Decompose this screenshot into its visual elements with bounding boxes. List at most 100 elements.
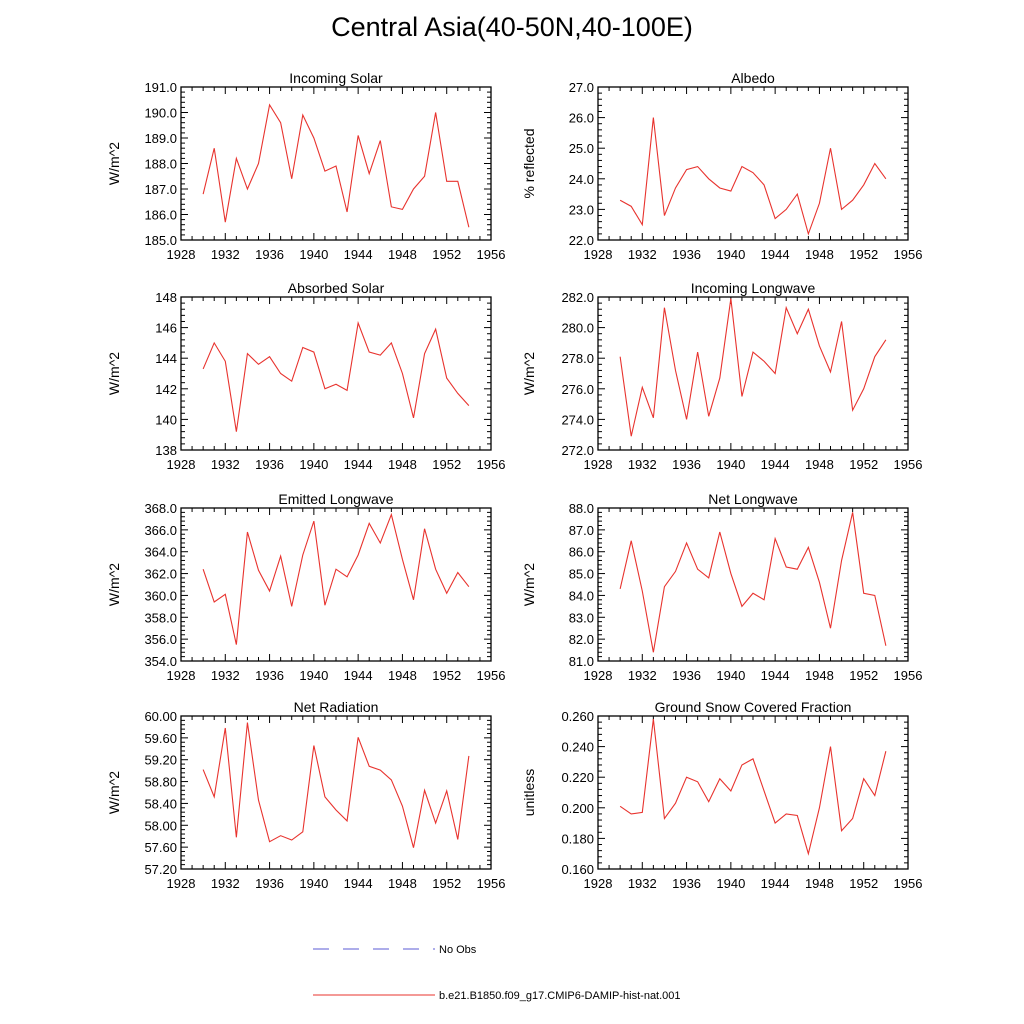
x-tick-label: 1928: [167, 668, 196, 683]
panel-title: Absorbed Solar: [288, 280, 385, 296]
y-tick-label: 87.0: [569, 523, 594, 538]
y-axis-label: unitless: [521, 769, 537, 816]
x-tick-label: 1952: [849, 668, 878, 683]
series-line-emitted-longwave-0: [202, 512, 470, 645]
y-tick-label: 278.0: [561, 351, 594, 366]
panel-ground-snow-covered-fraction: 1928 1932 1936 1940 1944 1948 1952 1956 0.160 0.1…: [521, 699, 922, 891]
y-tick-label: 85.0: [569, 567, 594, 582]
x-tick-label: 1932: [628, 668, 657, 683]
y-tick-label: 58.00: [144, 818, 177, 833]
x-tick-label: 1940: [716, 668, 745, 683]
x-tick-label: 1956: [894, 247, 923, 262]
panel-title: Albedo: [731, 70, 775, 86]
y-axis-label: % reflected: [521, 128, 537, 198]
x-tick-label: 1956: [477, 876, 506, 891]
y-tick-label: 140: [155, 412, 177, 427]
x-tick-label: 1944: [761, 457, 790, 472]
y-tick-label: 88.0: [569, 501, 594, 516]
y-tick-label: 59.60: [144, 731, 177, 746]
y-axis-label: W/m^2: [106, 352, 122, 395]
x-tick-label: 1940: [299, 247, 328, 262]
panel-title: Net Longwave: [708, 491, 798, 507]
y-tick-label: 0.200: [561, 801, 594, 816]
x-tick-label: 1928: [584, 876, 613, 891]
x-tick-label: 1936: [672, 457, 701, 472]
y-tick-label: 274.0: [561, 412, 594, 427]
y-tick-label: 368.0: [144, 501, 177, 516]
y-axis-label: W/m^2: [106, 563, 122, 606]
x-tick-label: 1944: [344, 457, 373, 472]
y-tick-label: 83.0: [569, 610, 594, 625]
x-tick-label: 1936: [255, 457, 284, 472]
y-tick-label: 146: [155, 321, 177, 336]
x-tick-label: 1928: [584, 457, 613, 472]
x-tick-label: 1928: [584, 668, 613, 683]
y-tick-label: 190.0: [144, 106, 177, 121]
y-tick-label: 360.0: [144, 588, 177, 603]
y-tick-label: 57.60: [144, 840, 177, 855]
plot-frame: [597, 86, 909, 241]
y-tick-label: 0.220: [561, 770, 594, 785]
y-tick-label: 356.0: [144, 632, 177, 647]
x-tick-label: 1928: [167, 457, 196, 472]
y-tick-label: 187.0: [144, 182, 177, 197]
plot-frame: [597, 507, 909, 662]
panel-grid: 1928 1932 1936 1940 1944 1948 1952 1956 185.0 186…: [106, 70, 922, 891]
x-tick-label: 1932: [628, 247, 657, 262]
y-tick-label: 364.0: [144, 545, 177, 560]
x-tick-label: 1936: [672, 876, 701, 891]
x-tick-label: 1948: [805, 876, 834, 891]
x-tick-label: 1948: [388, 876, 417, 891]
x-tick-label: 1944: [761, 876, 790, 891]
y-tick-label: 354.0: [144, 654, 177, 669]
x-tick-label: 1940: [716, 457, 745, 472]
y-axis-label: W/m^2: [521, 352, 537, 395]
panel-incoming-longwave: 1928 1932 1936 1940 1944 1948 1952 1956 272.0 274…: [521, 280, 922, 472]
x-tick-label: 1940: [299, 668, 328, 683]
y-tick-label: 142: [155, 382, 177, 397]
x-tick-label: 1932: [211, 457, 240, 472]
y-axis-label: W/m^2: [521, 563, 537, 606]
y-tick-label: 186.0: [144, 208, 177, 223]
series-line-ground-snow-covered-fraction-0: [619, 718, 887, 856]
x-tick-label: 1948: [805, 457, 834, 472]
plot-frame: [180, 86, 492, 241]
x-tick-label: 1944: [761, 668, 790, 683]
y-tick-label: 0.180: [561, 831, 594, 846]
y-tick-label: 58.40: [144, 796, 177, 811]
series-line-incoming-solar-0: [202, 103, 470, 228]
figure-title: Central Asia(40-50N,40-100E): [331, 12, 693, 42]
x-tick-label: 1948: [805, 668, 834, 683]
x-tick-label: 1956: [894, 876, 923, 891]
x-tick-label: 1936: [255, 876, 284, 891]
y-tick-label: 191.0: [144, 80, 177, 95]
y-tick-label: 59.20: [144, 753, 177, 768]
y-tick-label: 57.20: [144, 862, 177, 877]
x-tick-label: 1936: [255, 668, 284, 683]
x-tick-label: 1936: [255, 247, 284, 262]
x-tick-label: 1956: [477, 457, 506, 472]
y-tick-label: 0.160: [561, 862, 594, 877]
panel-albedo: 1928 1932 1936 1940 1944 1948 1952 1956 22.0 23.0…: [521, 70, 922, 262]
y-tick-label: 25.0: [569, 141, 594, 156]
y-axis-label: W/m^2: [106, 771, 122, 814]
x-tick-label: 1936: [672, 668, 701, 683]
x-tick-label: 1948: [388, 668, 417, 683]
x-tick-label: 1928: [167, 247, 196, 262]
y-tick-label: 362.0: [144, 567, 177, 582]
legend-label-no-obs: No Obs: [439, 944, 477, 956]
x-tick-label: 1952: [432, 876, 461, 891]
x-tick-label: 1952: [849, 247, 878, 262]
x-tick-label: 1932: [211, 668, 240, 683]
y-tick-label: 144: [155, 351, 177, 366]
y-tick-label: 366.0: [144, 523, 177, 538]
panel-net-radiation: 1928 1932 1936 1940 1944 1948 1952 1956 57.20 57.…: [106, 699, 505, 891]
y-axis-label: W/m^2: [106, 142, 122, 185]
y-tick-label: 86.0: [569, 545, 594, 560]
y-tick-label: 27.0: [569, 80, 594, 95]
y-tick-label: 22.0: [569, 233, 594, 248]
x-tick-label: 1932: [628, 457, 657, 472]
plot-frame: [180, 715, 492, 870]
x-tick-label: 1944: [344, 876, 373, 891]
x-tick-label: 1940: [716, 247, 745, 262]
